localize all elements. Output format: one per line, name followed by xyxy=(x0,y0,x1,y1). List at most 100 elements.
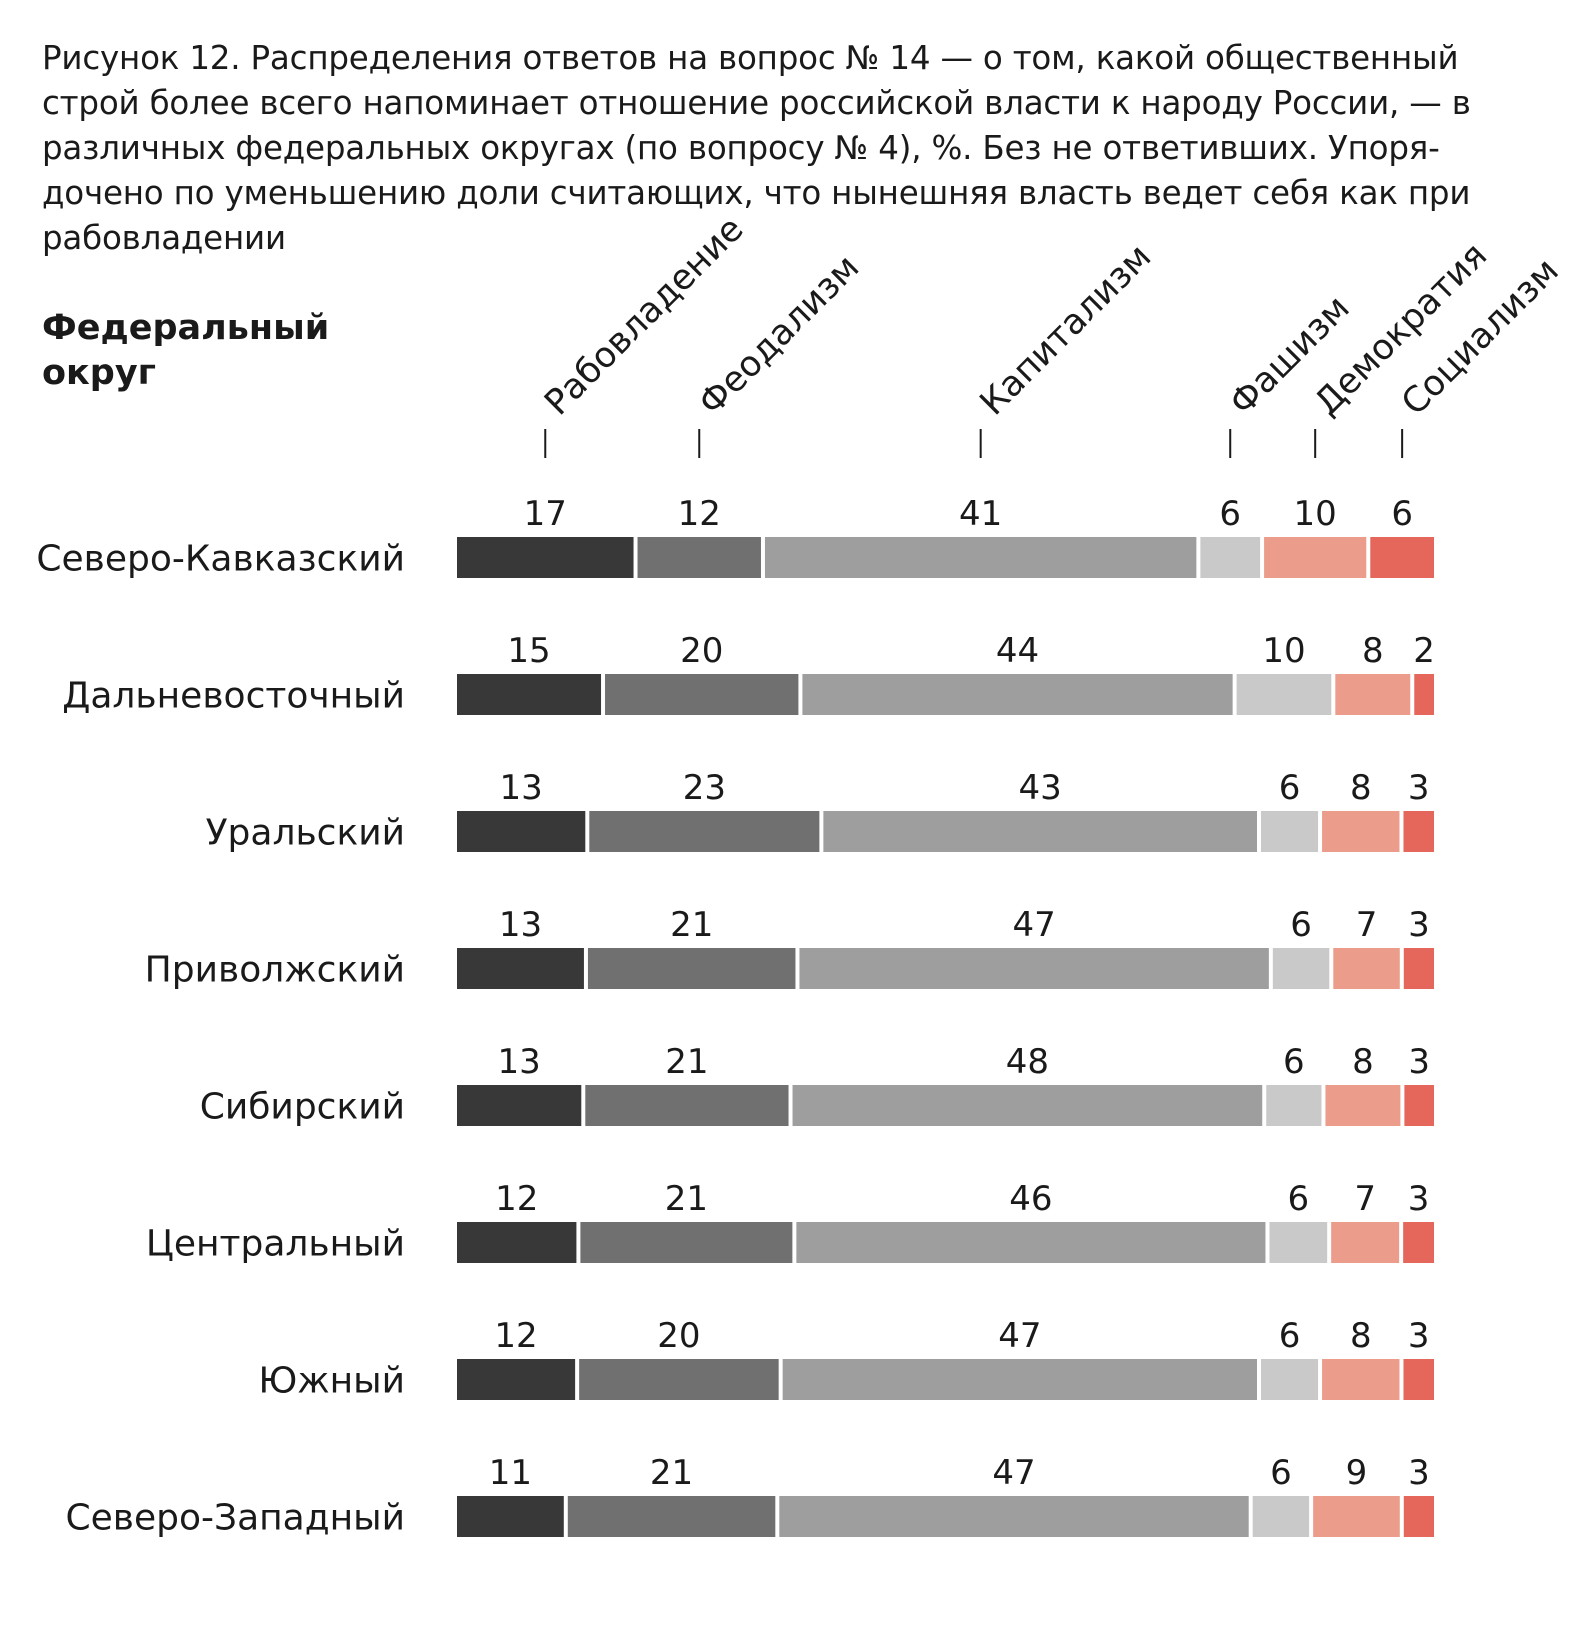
value-label-фашизм-центральный: 6 xyxy=(1287,1179,1309,1219)
bar-segment-феодализм-южный xyxy=(579,1359,779,1400)
bar-segment-капитализм-центральный xyxy=(796,1222,1266,1263)
bar-segment-капитализм-южный xyxy=(782,1359,1257,1400)
bar-segment-социализм-центральный xyxy=(1403,1222,1434,1263)
bar-segment-рабовладение-южный xyxy=(457,1359,576,1400)
value-label-демократия-северо-кавказский: 10 xyxy=(1294,494,1337,534)
bar-segment-рабовладение-дальневосточный xyxy=(457,674,602,715)
bar-segment-демократия-северо-кавказский xyxy=(1264,537,1367,578)
value-label-социализм-приволжский: 3 xyxy=(1408,905,1430,945)
value-label-феодализм-северо-западный: 21 xyxy=(650,1453,693,1493)
bar-segment-демократия-сибирский xyxy=(1325,1085,1401,1126)
value-label-рабовладение-дальневосточный: 15 xyxy=(507,631,550,671)
value-label-социализм-центральный: 3 xyxy=(1408,1179,1430,1219)
value-label-фашизм-уральский: 6 xyxy=(1279,768,1301,808)
value-label-капитализм-южный: 47 xyxy=(998,1316,1041,1356)
value-label-фашизм-дальневосточный: 10 xyxy=(1262,631,1305,671)
bar-segment-феодализм-северо-кавказский xyxy=(637,537,761,578)
value-label-рабовладение-северо-кавказский: 17 xyxy=(524,494,567,534)
value-label-капитализм-уральский: 43 xyxy=(1019,768,1062,808)
value-label-рабовладение-уральский: 13 xyxy=(500,768,543,808)
value-label-рабовладение-сибирский: 13 xyxy=(498,1042,541,1082)
value-label-социализм-южный: 3 xyxy=(1408,1316,1430,1356)
value-label-социализм-уральский: 3 xyxy=(1408,768,1430,808)
bar-segment-социализм-северо-западный xyxy=(1403,1496,1434,1537)
bar-segment-рабовладение-северо-западный xyxy=(457,1496,564,1537)
value-label-демократия-дальневосточный: 8 xyxy=(1362,631,1384,671)
value-label-капитализм-северо-кавказский: 41 xyxy=(959,494,1002,534)
bar-segment-социализм-дальневосточный xyxy=(1414,674,1434,715)
value-label-капитализм-северо-западный: 47 xyxy=(992,1453,1035,1493)
bar-segment-демократия-уральский xyxy=(1322,811,1400,852)
bar-segment-капитализм-дальневосточный xyxy=(802,674,1233,715)
legend-label-капитализм: Капитализм xyxy=(973,237,1160,424)
value-label-социализм-сибирский: 3 xyxy=(1408,1042,1430,1082)
bar-segment-демократия-северо-западный xyxy=(1313,1496,1400,1537)
bar-segment-рабовладение-уральский xyxy=(457,811,586,852)
bar-segment-социализм-северо-кавказский xyxy=(1370,537,1434,578)
value-label-рабовладение-центральный: 12 xyxy=(495,1179,538,1219)
bar-segment-рабовладение-центральный xyxy=(457,1222,577,1263)
value-label-демократия-сибирский: 8 xyxy=(1352,1042,1374,1082)
value-label-феодализм-приволжский: 21 xyxy=(670,905,713,945)
bar-segment-демократия-дальневосточный xyxy=(1335,674,1411,715)
value-label-феодализм-дальневосточный: 20 xyxy=(680,631,723,671)
bar-segment-капитализм-сибирский xyxy=(792,1085,1263,1126)
legend-label-феодализм: Феодализм xyxy=(691,247,867,423)
bar-segment-феодализм-центральный xyxy=(580,1222,793,1263)
bar-segment-рабовладение-северо-кавказский xyxy=(457,537,634,578)
bar-segment-рабовладение-сибирский xyxy=(457,1085,582,1126)
value-label-феодализм-центральный: 21 xyxy=(665,1179,708,1219)
value-label-фашизм-южный: 6 xyxy=(1279,1316,1301,1356)
value-label-феодализм-сибирский: 21 xyxy=(665,1042,708,1082)
bar-segment-демократия-приволжский xyxy=(1333,948,1400,989)
row-label-уральский: Уральский xyxy=(206,813,405,854)
value-label-феодализм-южный: 20 xyxy=(657,1316,700,1356)
value-label-рабовладение-южный: 12 xyxy=(494,1316,537,1356)
bar-segment-капитализм-северо-кавказский xyxy=(764,537,1197,578)
row-label-сибирский: Сибирский xyxy=(200,1087,405,1128)
value-label-феодализм-уральский: 23 xyxy=(683,768,726,808)
value-label-фашизм-сибирский: 6 xyxy=(1283,1042,1305,1082)
row-label-северо-западный: Северо-Западный xyxy=(65,1498,405,1539)
value-label-демократия-южный: 8 xyxy=(1350,1316,1372,1356)
value-label-социализм-дальневосточный: 2 xyxy=(1413,631,1435,671)
row-label-дальневосточный: Дальневосточный xyxy=(62,676,405,717)
bar-segment-фашизм-центральный xyxy=(1269,1222,1328,1263)
value-label-социализм-северо-кавказский: 6 xyxy=(1391,494,1413,534)
bar-segment-социализм-сибирский xyxy=(1404,1085,1434,1126)
bar-segment-фашизм-сибирский xyxy=(1266,1085,1322,1126)
row-label-северо-кавказский: Северо-Кавказский xyxy=(36,539,405,580)
value-label-рабовладение-северо-западный: 11 xyxy=(489,1453,532,1493)
bar-segment-феодализм-сибирский xyxy=(585,1085,789,1126)
bar-segment-фашизм-южный xyxy=(1260,1359,1319,1400)
value-label-демократия-приволжский: 7 xyxy=(1356,905,1378,945)
bar-segment-фашизм-приволжский xyxy=(1272,948,1330,989)
value-label-фашизм-северо-западный: 6 xyxy=(1270,1453,1292,1493)
bar-segment-капитализм-северо-западный xyxy=(779,1496,1249,1537)
bar-segment-феодализм-приволжский xyxy=(587,948,796,989)
value-label-демократия-северо-западный: 9 xyxy=(1346,1453,1368,1493)
bar-segment-капитализм-уральский xyxy=(823,811,1257,852)
value-label-капитализм-дальневосточный: 44 xyxy=(996,631,1039,671)
figure-caption: Рисунок 12. Распределения ответов на воп… xyxy=(42,39,1471,257)
bar-segment-капитализм-приволжский xyxy=(799,948,1269,989)
bar-segment-фашизм-северо-западный xyxy=(1252,1496,1310,1537)
value-label-капитализм-приволжский: 47 xyxy=(1013,905,1056,945)
bar-segment-феодализм-уральский xyxy=(589,811,820,852)
row-label-центральный: Центральный xyxy=(146,1224,405,1265)
value-label-феодализм-северо-кавказский: 12 xyxy=(678,494,721,534)
bar-segment-демократия-южный xyxy=(1322,1359,1400,1400)
bar-segment-фашизм-дальневосточный xyxy=(1236,674,1332,715)
value-label-фашизм-приволжский: 6 xyxy=(1290,905,1312,945)
value-label-капитализм-центральный: 46 xyxy=(1009,1179,1052,1219)
bar-segment-фашизм-северо-кавказский xyxy=(1200,537,1261,578)
bar-segment-рабовладение-приволжский xyxy=(457,948,584,989)
bar-segment-феодализм-дальневосточный xyxy=(605,674,799,715)
bar-segment-феодализм-северо-западный xyxy=(567,1496,776,1537)
row-label-южный: Южный xyxy=(258,1361,405,1402)
row-axis-title: Федеральный округ xyxy=(42,308,330,393)
value-label-рабовладение-приволжский: 13 xyxy=(499,905,542,945)
bar-segment-социализм-южный xyxy=(1403,1359,1434,1400)
value-label-социализм-северо-западный: 3 xyxy=(1408,1453,1430,1493)
